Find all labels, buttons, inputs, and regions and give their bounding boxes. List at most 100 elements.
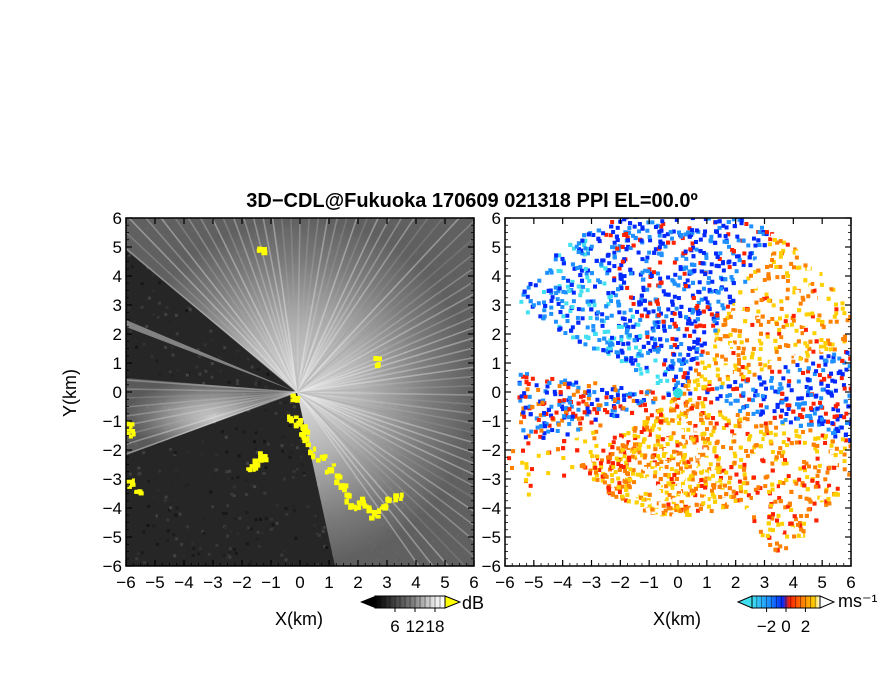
velocity-pixel — [584, 334, 589, 339]
velocity-pixel — [531, 303, 536, 308]
velocity-pixel — [798, 356, 803, 361]
velocity-pixel — [647, 468, 652, 473]
velocity-pixel — [837, 356, 842, 361]
velocity-pixel — [734, 367, 739, 372]
velocity-pixel — [739, 372, 744, 377]
noise-pixel — [163, 458, 167, 462]
noise-pixel — [215, 468, 219, 472]
velocity-pixel — [636, 401, 641, 406]
velocity-pixel — [770, 516, 775, 521]
noise-pixel — [215, 543, 219, 547]
velocity-pixel — [784, 396, 789, 401]
velocity-pixel — [649, 413, 654, 418]
velocity-pixel — [579, 248, 584, 253]
colorbar-tick-label: 12 — [406, 617, 425, 636]
velocity-pixel — [728, 300, 733, 305]
velocity-pixel — [555, 447, 560, 452]
velocity-pixel — [606, 485, 611, 490]
velocity-pixel — [723, 476, 728, 481]
velocity-pixel — [705, 300, 710, 305]
noise-pixel — [161, 315, 165, 319]
velocity-pixel — [856, 370, 860, 374]
velocity-pixel — [758, 322, 763, 327]
velocity-image — [505, 218, 860, 566]
saturated-pixel — [249, 464, 255, 469]
velocity-pixel — [722, 334, 727, 339]
velocity-pixel — [719, 286, 724, 291]
velocity-pixel — [706, 415, 711, 420]
velocity-pixel — [592, 331, 597, 336]
velocity-pixel — [655, 412, 660, 417]
velocity-pixel — [715, 373, 720, 378]
velocity-pixel — [653, 419, 658, 424]
velocity-pixel — [796, 396, 801, 401]
velocity-pixel — [721, 505, 726, 510]
velocity-pixel — [770, 461, 775, 466]
velocity-pixel — [844, 420, 849, 425]
velocity-pixel — [779, 251, 784, 256]
noise-pixel — [152, 495, 156, 499]
velocity-pixel — [811, 442, 816, 447]
velocity-pixel — [595, 454, 600, 459]
noise-pixel — [211, 338, 215, 342]
noise-pixel — [281, 449, 285, 453]
velocity-pixel — [636, 501, 641, 506]
noise-pixel — [317, 533, 321, 537]
velocity-pixel — [646, 340, 651, 345]
velocity-pixel — [674, 419, 679, 424]
velocity-pixel — [702, 341, 707, 346]
velocity-pixel — [519, 420, 524, 425]
velocity-pixel — [805, 475, 810, 480]
velocity-pixel — [685, 376, 690, 381]
velocity-pixel — [606, 351, 611, 356]
velocity-pixel — [707, 380, 712, 385]
velocity-pixel — [826, 427, 831, 432]
velocity-pixel — [722, 239, 727, 244]
noise-pixel — [168, 370, 172, 374]
velocity-pixel — [792, 286, 797, 291]
velocity-pixel — [664, 484, 669, 489]
velocity-pixel — [694, 247, 699, 252]
velocity-pixel — [822, 358, 827, 363]
velocity-pixel — [575, 315, 580, 320]
snr-beam-ray — [296, 218, 416, 393]
velocity-pixel — [736, 498, 741, 503]
velocity-pixel — [652, 491, 657, 496]
noise-pixel — [227, 380, 231, 384]
saturated-pixel — [301, 436, 306, 440]
velocity-pixel — [636, 322, 641, 327]
velocity-pixel — [785, 296, 790, 301]
velocity-pixel — [748, 434, 753, 439]
velocity-pixel — [762, 416, 767, 421]
velocity-pixel — [703, 483, 708, 488]
velocity-pixel — [612, 250, 617, 255]
velocity-pixel — [703, 377, 708, 382]
noise-pixel — [224, 511, 228, 515]
velocity-pixel — [638, 272, 643, 277]
velocity-pixel — [724, 240, 729, 245]
velocity-pixel — [617, 244, 622, 249]
velocity-pixel — [588, 299, 593, 304]
velocity-pixel — [721, 268, 726, 273]
snr-beam-ray — [296, 218, 338, 393]
velocity-pixel — [681, 494, 686, 499]
velocity-pixel — [827, 483, 832, 488]
velocity-pixel — [830, 439, 835, 444]
velocity-pixel — [754, 300, 759, 305]
velocity-pixel — [620, 350, 625, 355]
velocity-pixel — [813, 446, 818, 451]
velocity-pixel — [671, 240, 676, 245]
snr-image — [126, 218, 474, 566]
velocity-pixel — [680, 481, 685, 486]
velocity-pixel — [691, 438, 696, 443]
velocity-pixel — [698, 506, 703, 511]
velocity-pixel — [632, 499, 637, 504]
velocity-pixel — [703, 218, 708, 222]
velocity-pixel — [773, 432, 778, 437]
velocity-pixel — [717, 484, 722, 489]
velocity-pixel — [705, 305, 710, 310]
saturated-pixel — [375, 357, 380, 362]
velocity-pixel — [659, 228, 664, 233]
velocity-pixel — [798, 523, 803, 528]
velocity-pixel — [733, 328, 738, 333]
